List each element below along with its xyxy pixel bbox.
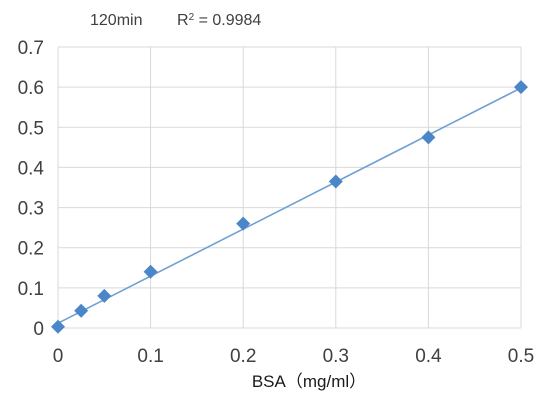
r-squared-annotation: R2 = 0.9984 [177, 12, 261, 30]
x-tick-label: 0.5 [508, 346, 534, 367]
r-squared-prefix: R [177, 12, 189, 29]
chart-title: 120min [90, 12, 142, 29]
y-tick-label: 0.6 [18, 78, 44, 99]
x-axis-title: BSA（mg/ml） [252, 372, 366, 391]
y-tick-label: 0.2 [18, 239, 44, 260]
y-axis-ticks: 0 0.1 0.2 0.3 0.4 0.5 0.6 0.7 [18, 38, 45, 340]
y-tick-label: 0.5 [18, 118, 44, 139]
y-tick-label: 0 [33, 319, 44, 340]
x-tick-label: 0.4 [415, 346, 442, 367]
data-point [421, 130, 436, 145]
data-point [328, 174, 343, 189]
x-tick-label: 0.1 [137, 346, 163, 367]
y-tick-label: 0.7 [18, 38, 44, 59]
data-point [51, 319, 65, 334]
x-axis-ticks: 0 0.1 0.2 0.3 0.4 0.5 [53, 346, 535, 367]
trendline-group [57, 87, 522, 324]
gridlines [57, 46, 522, 329]
x-tick-label: 0.2 [230, 346, 256, 367]
data-points [51, 80, 528, 334]
data-point [143, 264, 158, 279]
data-point [97, 288, 112, 303]
data-point [74, 303, 89, 318]
y-tick-label: 0.4 [18, 158, 45, 179]
x-tick-label: 0 [53, 346, 64, 367]
y-tick-label: 0.3 [18, 199, 44, 220]
data-point [236, 216, 251, 231]
x-tick-label: 0.3 [323, 346, 349, 367]
data-point [514, 80, 528, 95]
y-tick-label: 0.1 [18, 279, 44, 300]
r-squared-superscript: 2 [189, 12, 195, 23]
r-squared-value: = 0.9984 [194, 12, 261, 29]
trendline [57, 87, 522, 324]
